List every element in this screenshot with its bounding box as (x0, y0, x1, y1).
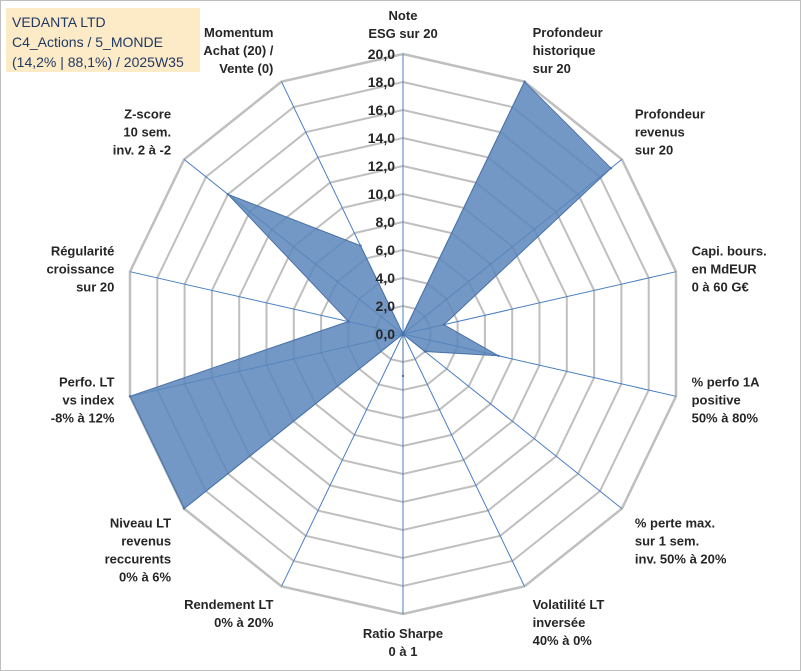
radar-series (128, 80, 613, 510)
scores-label: (14,2% | 88,1%) / 2025W35 (12, 54, 184, 70)
axis-label: Rendement LT 0% à 20% (184, 597, 274, 630)
spoke-line (402, 333, 525, 587)
series-point (359, 244, 362, 247)
axis-label: Perfo. LT vs index -8% à 12% (51, 374, 115, 425)
axis-label: Note ESG sur 20 (368, 8, 437, 41)
axis-label: Capi. bours. en MdEUR 0 à 60 G€ (692, 244, 767, 295)
tick-label: 14,0 (368, 130, 395, 146)
tick-label: 6,0 (376, 242, 396, 258)
series-point (401, 374, 405, 378)
title-box: VEDANTA LTD C4_Actions / 5_MONDE (14,2% … (6, 8, 200, 72)
series-point (423, 350, 427, 353)
spoke-line (281, 333, 404, 587)
axis-label: Ratio Sharpe 0 à 1 (363, 626, 443, 659)
tick-label: 20,0 (368, 46, 395, 62)
axis-label: Régularité croissance sur 20 (46, 244, 114, 295)
tick-label: 18,0 (368, 74, 395, 90)
series-point (226, 193, 230, 196)
tick-label: 0,0 (376, 326, 396, 342)
axis-label: % perfo 1A positive 50% à 80% (692, 374, 761, 425)
series-point (401, 332, 405, 336)
radar-tick-labels: 0,0 2,0 4,0 6,0 8,0 10,0 12,0 14,0 16,0 18,0 20,0 (368, 46, 395, 342)
series-point (128, 395, 132, 398)
axis-label: Momentum Achat (20) / Vente (0) (203, 25, 273, 76)
radar-axis-labels: Note ESG sur 20 Profondeur historique sur 20… (46, 8, 766, 659)
series-point (497, 354, 500, 357)
tick-label: 10,0 (368, 186, 395, 202)
series-point (182, 507, 186, 510)
tick-label: 16,0 (368, 102, 395, 118)
axis-label: Z-score 10 sem. inv. 2 à -2 (113, 107, 171, 158)
series-point (523, 80, 526, 83)
company-name: VEDANTA LTD (12, 14, 106, 30)
series-point (347, 320, 350, 323)
spoke-line (402, 333, 623, 509)
category-label: C4_Actions / 5_MONDE (12, 34, 163, 50)
axis-label: % perte max. sur 1 sem. inv. 50% à 20% (635, 515, 727, 566)
series-point (609, 167, 613, 170)
axis-label: Volatilité LT inversée 40% à 0% (533, 597, 605, 648)
series-point (442, 323, 446, 326)
tick-label: 2,0 (376, 298, 396, 314)
tick-label: 8,0 (376, 214, 396, 230)
spoke-line (402, 271, 677, 335)
tick-label: 12,0 (368, 158, 395, 174)
tick-label: 4,0 (376, 270, 396, 286)
axis-label: Profondeur revenus sur 20 (635, 107, 705, 158)
axis-label: Niveau LT revenus reccurents 0% à 6% (105, 515, 172, 584)
axis-label: Profondeur historique sur 20 (533, 25, 603, 76)
